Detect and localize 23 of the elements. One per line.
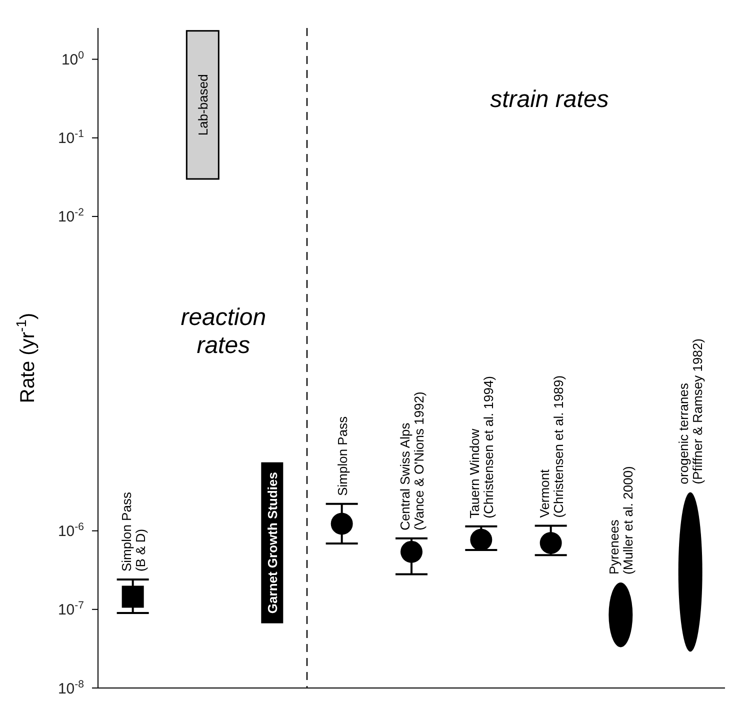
x-tick-label: Pyrenees (Muller et al. 2000): [606, 466, 636, 574]
annotation: strain rates: [490, 86, 609, 114]
x-tick-label: Central Swiss Alps (Vance & O'Nions 1992): [398, 392, 426, 530]
point: [540, 532, 562, 554]
bar: [186, 30, 220, 180]
x-tick-label: Garnet Growth Studies: [265, 472, 280, 614]
x-tick-label: Tauern Window (Christensen et al. 1994): [467, 376, 496, 518]
y-tick-label: 10$^{-6}$: [58, 521, 84, 540]
y-tick-label: 10$^{-8}$: [58, 678, 84, 698]
x-tick-label: Vermont (Christensen et al. 1989): [536, 375, 566, 518]
x-tick-label: orogenic terranes (Pfiffner & Ramsey 1982): [676, 338, 706, 484]
x-tick-label: Lab-based: [196, 74, 210, 136]
y-tick-label: 10$^{0}$: [61, 50, 84, 69]
y-tick-label: 10$^{-2}$: [58, 206, 84, 226]
y-tick-label: 10$^{-7}$: [58, 600, 84, 619]
x-tick-label: Simplon Pass (B & D): [118, 492, 148, 572]
point: [122, 586, 144, 608]
x-tick-label: Simplon Pass: [334, 416, 350, 496]
point: [400, 540, 422, 563]
annotation: reaction rates: [180, 304, 266, 359]
y-tick-label: 10$^{-1}$: [58, 128, 84, 148]
point: [470, 528, 492, 551]
point: [330, 512, 353, 535]
